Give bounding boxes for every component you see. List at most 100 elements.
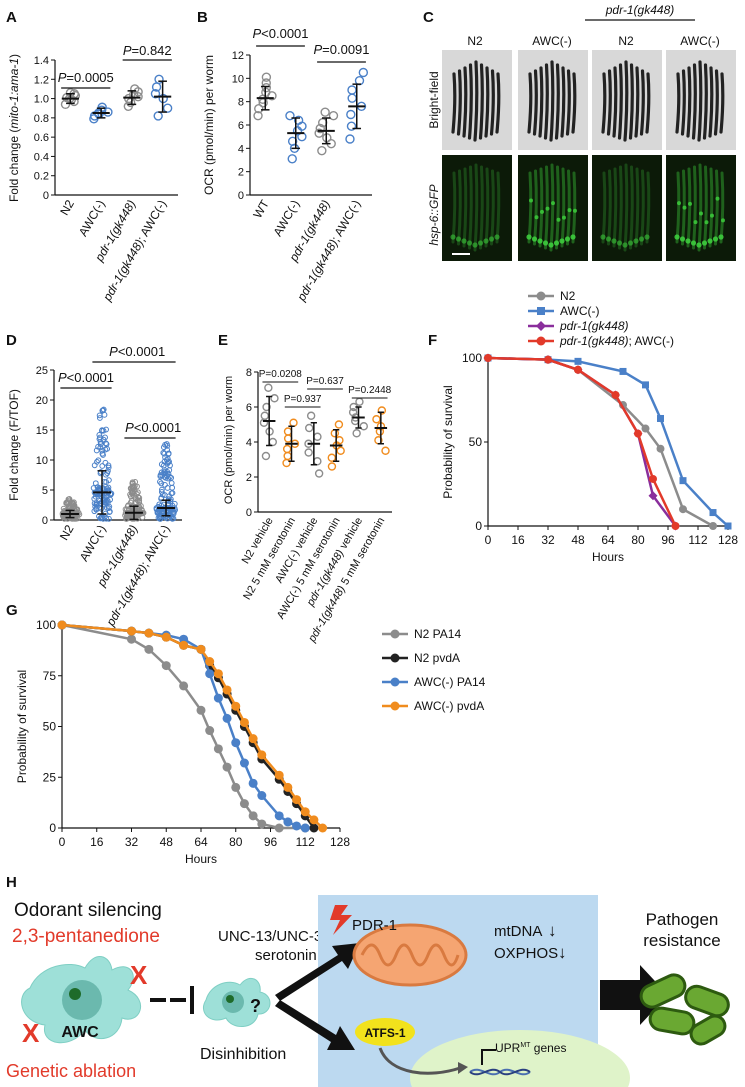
- series-marker: [222, 685, 232, 695]
- gfp-worm: [714, 169, 719, 246]
- data-point: [253, 110, 263, 121]
- y-tick-label: 0: [43, 190, 49, 202]
- data-point: [289, 418, 298, 427]
- x-tick-label: 96: [264, 835, 278, 849]
- gfp-signal: [488, 236, 495, 242]
- worm-shape: [532, 69, 538, 136]
- p-value: P=0.0091: [313, 42, 369, 57]
- chart-f-survival: 0 50 100 0 16 32 48 64 80 96 112 128 Hours Probabilit…: [441, 289, 738, 564]
- series-marker: [283, 817, 293, 827]
- worm-shape: [686, 66, 692, 138]
- gfp-signal: [548, 242, 554, 248]
- y-tick-label: 1.2: [34, 74, 49, 86]
- gfp-worm: [703, 165, 708, 250]
- gfp-worm: [451, 171, 457, 244]
- data-point: [103, 426, 109, 433]
- gfp-signal: [494, 234, 500, 240]
- series-marker: [257, 750, 267, 760]
- gfp-worm: [549, 163, 555, 252]
- y-axis-label: Fold change (F/TOF): [7, 389, 21, 501]
- data-point: [90, 485, 97, 491]
- legend-marker: [536, 321, 546, 331]
- h-pdr-label: PDR-1: [352, 917, 397, 934]
- h-atfs1-arrow: [378, 1047, 461, 1075]
- series-marker: [179, 681, 189, 691]
- series-marker: [292, 795, 302, 805]
- y-axis-label: OCR (pmol/min) per worm: [202, 55, 216, 195]
- y-tick-label: 0: [42, 515, 48, 527]
- gfp-signal: [638, 236, 645, 242]
- gfp-worm: [618, 165, 623, 250]
- legend-label: N2 pvdA: [414, 651, 460, 665]
- worm-shape: [478, 63, 484, 140]
- chart-a-mitochondrial-dna: 00.20.40.60.81.01.21.4N2AWC(-)pdr-1(gk44…: [7, 43, 178, 304]
- y-tick-label: 10: [36, 455, 48, 467]
- series-marker: [274, 770, 284, 780]
- h-resistance-1: Pathogen: [646, 910, 719, 929]
- series-marker: [161, 632, 171, 642]
- data-point: [287, 154, 297, 164]
- series-marker: [679, 505, 687, 514]
- data-point: [327, 453, 336, 462]
- worm-shape: [527, 72, 533, 134]
- data-point: [283, 434, 293, 443]
- x-tick-label: 0: [59, 835, 66, 849]
- worm-shape: [645, 72, 651, 134]
- h-x-mark-bottom: X: [22, 1018, 40, 1048]
- y-tick-label: 8: [238, 97, 244, 109]
- y-tick-label: 2: [238, 167, 244, 179]
- y-tick-label: 0: [238, 190, 244, 202]
- data-point: [283, 451, 292, 461]
- x-tick-label: 80: [631, 533, 645, 547]
- series-marker: [205, 657, 215, 667]
- series-marker: [248, 734, 258, 744]
- y-tick-label: 50: [43, 720, 57, 734]
- legend-marker: [537, 307, 545, 315]
- series-marker: [213, 744, 223, 754]
- worm-shape: [623, 60, 629, 142]
- y-tick-label: 20: [36, 395, 48, 407]
- data-point: [254, 103, 264, 114]
- gfp-worm: [566, 169, 571, 246]
- data-point: [320, 107, 330, 117]
- panel-c-row-gfp: hsp-6::GFP: [427, 184, 441, 245]
- gfp-worm: [544, 165, 549, 250]
- legend-marker: [390, 629, 400, 639]
- series-marker: [239, 799, 249, 809]
- data-point: [136, 499, 143, 506]
- gfp-worm: [612, 167, 618, 248]
- data-point: [150, 89, 161, 99]
- data-point: [334, 420, 344, 429]
- panel-c-col-pdr-n2: N2: [618, 34, 634, 48]
- panel-label-d: D: [6, 332, 17, 349]
- series-marker: [161, 661, 171, 671]
- x-tick-label: 128: [330, 835, 350, 849]
- data-point: [347, 85, 357, 95]
- gfp-image: [442, 155, 512, 261]
- data-point: [164, 447, 171, 453]
- legend-marker: [390, 701, 400, 711]
- gfp-image: [592, 155, 662, 261]
- data-point: [164, 455, 171, 462]
- h-mtdna-label: mtDNA: [494, 923, 542, 940]
- series-marker: [257, 819, 267, 829]
- data-point: [287, 136, 298, 147]
- category-label: AWC(-): [270, 198, 302, 239]
- gfp-signal: [699, 211, 703, 216]
- series-marker: [634, 429, 642, 438]
- data-point: [63, 499, 70, 506]
- data-point: [99, 450, 106, 457]
- legend-label: AWC(-): [560, 304, 600, 318]
- series-marker: [300, 807, 310, 817]
- gfp-worm: [533, 169, 538, 246]
- gfp-signal: [685, 238, 691, 244]
- panel-c-col-awc: AWC(-): [532, 34, 572, 48]
- p-value: P=0.937: [284, 394, 322, 405]
- data-point: [167, 496, 174, 503]
- series-marker: [144, 628, 154, 638]
- gfp-signal: [622, 242, 628, 248]
- series-marker: [257, 791, 267, 801]
- y-axis-label: OCR (pmol/min) per worm: [223, 376, 235, 504]
- series-marker: [656, 444, 665, 453]
- data-point: [313, 457, 322, 466]
